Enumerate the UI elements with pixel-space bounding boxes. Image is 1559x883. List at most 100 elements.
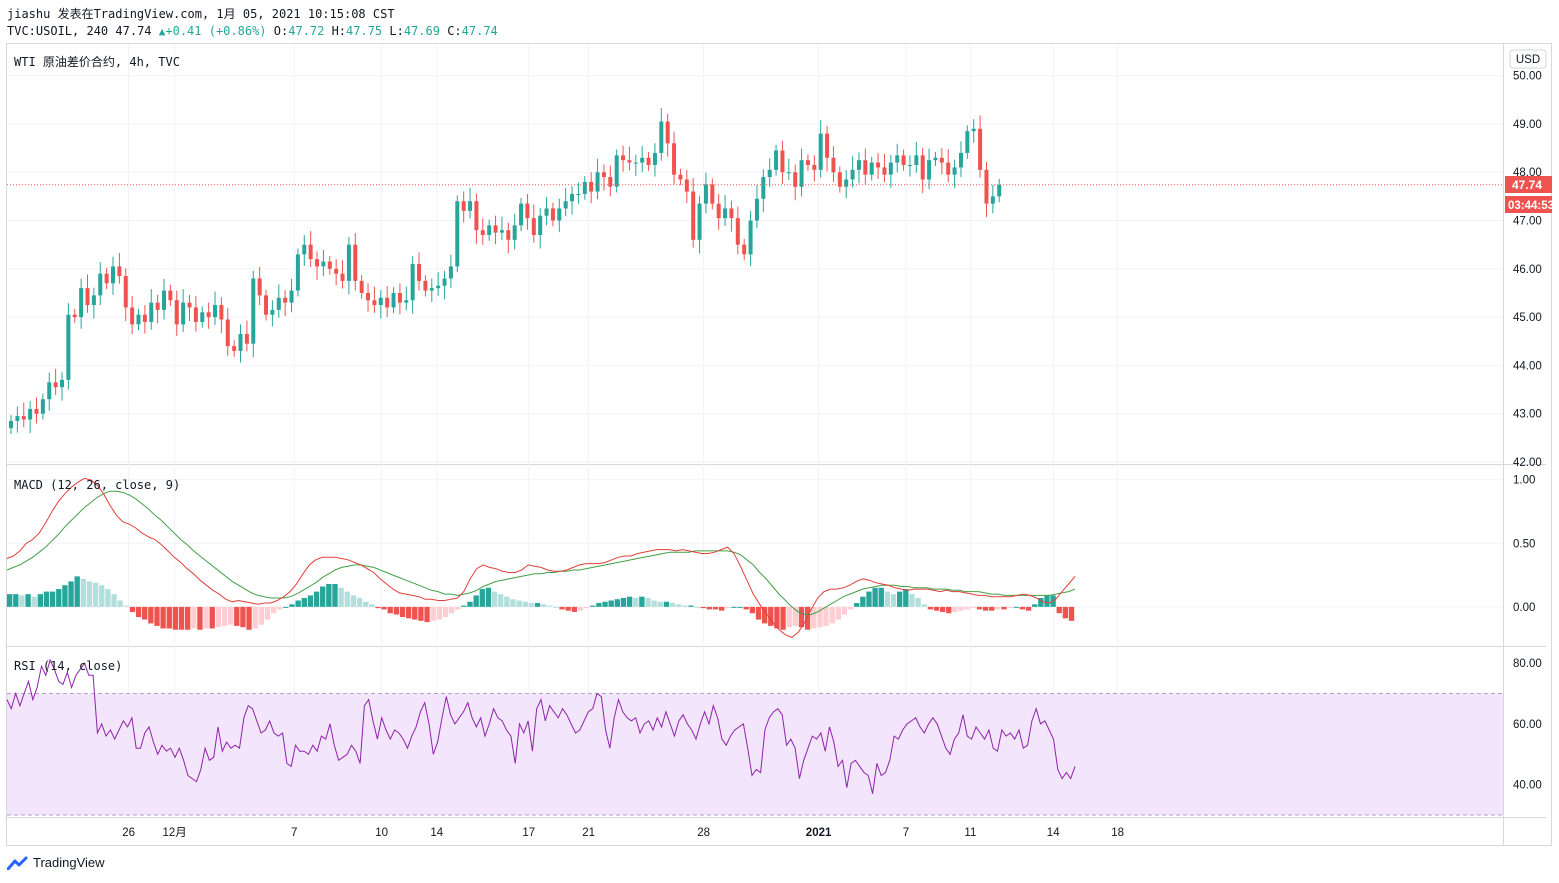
macd-histogram-bar	[326, 583, 332, 607]
candle-body	[315, 259, 320, 267]
candle-body	[130, 307, 135, 325]
macd-axis-label: 0.50	[1513, 538, 1535, 550]
macd-histogram-bar	[565, 606, 571, 611]
candle-body	[710, 184, 715, 204]
macd-histogram-bar	[356, 597, 363, 607]
candle-body	[621, 155, 626, 161]
macd-histogram-bar	[344, 591, 350, 607]
macd-histogram-bar	[467, 601, 473, 607]
candle-body	[640, 157, 645, 163]
candle-body	[831, 157, 836, 173]
macd-histogram-bar	[522, 601, 528, 607]
candle-body	[538, 215, 543, 236]
candle-body	[882, 167, 887, 175]
candle-body	[729, 208, 734, 219]
candle-body	[149, 302, 154, 322]
candle-body	[601, 172, 606, 178]
macd-histogram-bar	[301, 597, 307, 607]
candle-body	[9, 420, 13, 429]
candle-body	[487, 225, 492, 236]
macd-histogram-bar	[19, 595, 25, 607]
candle-body	[525, 203, 530, 219]
currency-button[interactable]	[1509, 49, 1547, 69]
candle-body	[257, 278, 262, 296]
tradingview-logo[interactable]: TradingView	[7, 855, 105, 870]
price-axis-label: 43.00	[1513, 409, 1542, 421]
macd-histogram-bar	[657, 601, 663, 607]
macd-histogram-bar	[897, 591, 903, 607]
candle-body	[251, 278, 256, 344]
candle-body	[512, 225, 517, 240]
tradingview-logo-icon	[7, 856, 28, 870]
macd-histogram-bar	[614, 599, 620, 607]
candle-body	[735, 218, 740, 245]
candle-body	[767, 169, 772, 178]
candle-body	[238, 334, 243, 351]
candle-body	[499, 230, 504, 233]
candle-body	[404, 300, 409, 303]
macd-histogram-bar	[608, 600, 614, 607]
macd-histogram-bar	[185, 606, 191, 630]
macd-histogram-bar	[970, 606, 976, 609]
low-label: L:	[389, 24, 404, 38]
candle-body	[206, 312, 211, 318]
candle-body	[372, 300, 377, 306]
time-axis-label: 2021	[806, 827, 832, 839]
macd-histogram-bar	[240, 606, 246, 628]
candle-body	[990, 196, 995, 204]
candle-body	[461, 201, 466, 211]
candle-body	[570, 193, 575, 202]
macd-histogram-bar	[915, 597, 921, 607]
candle-body	[219, 305, 224, 320]
chart-area[interactable]	[6, 43, 1552, 846]
candle-body	[812, 165, 817, 170]
publish-info: jiashu 发表在TradingView.com, 1月 05, 2021 1…	[7, 7, 395, 21]
candle-body	[366, 292, 371, 301]
candle-body	[34, 408, 39, 414]
macd-histogram-bar	[780, 606, 786, 630]
macd-histogram-bar	[7, 594, 13, 607]
up-arrow-icon: ▲	[158, 25, 166, 38]
candle-body	[200, 312, 205, 322]
macd-histogram-bar	[909, 594, 915, 607]
time-axis-label: 7	[291, 827, 297, 839]
price-axis-label: 47.00	[1513, 216, 1542, 228]
macd-histogram-bar	[227, 606, 234, 625]
candle-body	[652, 152, 657, 165]
macd-histogram-bar	[234, 606, 240, 626]
macd-histogram-bar	[1038, 597, 1044, 607]
candle-body	[174, 300, 179, 325]
macd-histogram-bar	[700, 606, 706, 609]
macd-histogram-bar	[277, 606, 283, 610]
candle-body	[927, 160, 932, 180]
grid	[7, 44, 1546, 845]
candle-body	[684, 179, 689, 192]
macd-histogram-bar	[289, 604, 295, 607]
price-axis-label: 44.00	[1513, 360, 1542, 372]
macd-histogram-bar	[516, 600, 522, 607]
macd-histogram-bar	[80, 578, 86, 607]
macd-histogram-bar	[418, 606, 424, 621]
price-axis-label: 42.00	[1513, 457, 1542, 469]
macd-histogram-bar	[694, 606, 700, 608]
macd-histogram-bar	[252, 606, 258, 629]
last-price-tag-label: 47.74	[1512, 178, 1542, 192]
macd-histogram-bar	[191, 606, 197, 629]
candle-body	[678, 174, 683, 180]
candle-body	[91, 295, 96, 306]
macd-histogram-bar	[142, 606, 148, 620]
candle-body	[244, 334, 249, 344]
macd-histogram-bar	[528, 603, 535, 607]
macd-histogram-bar	[160, 606, 166, 629]
candle-body	[15, 416, 20, 421]
candle-body	[442, 278, 447, 286]
high-value: 47.75	[346, 24, 383, 38]
macd-histogram-bar	[491, 591, 498, 607]
candle-body	[754, 198, 759, 221]
macd-histogram-bar	[547, 605, 553, 607]
candle-body	[98, 273, 103, 296]
candle-body	[799, 160, 804, 187]
macd-histogram-bar	[841, 606, 848, 615]
macd-histogram-bar	[798, 606, 805, 628]
